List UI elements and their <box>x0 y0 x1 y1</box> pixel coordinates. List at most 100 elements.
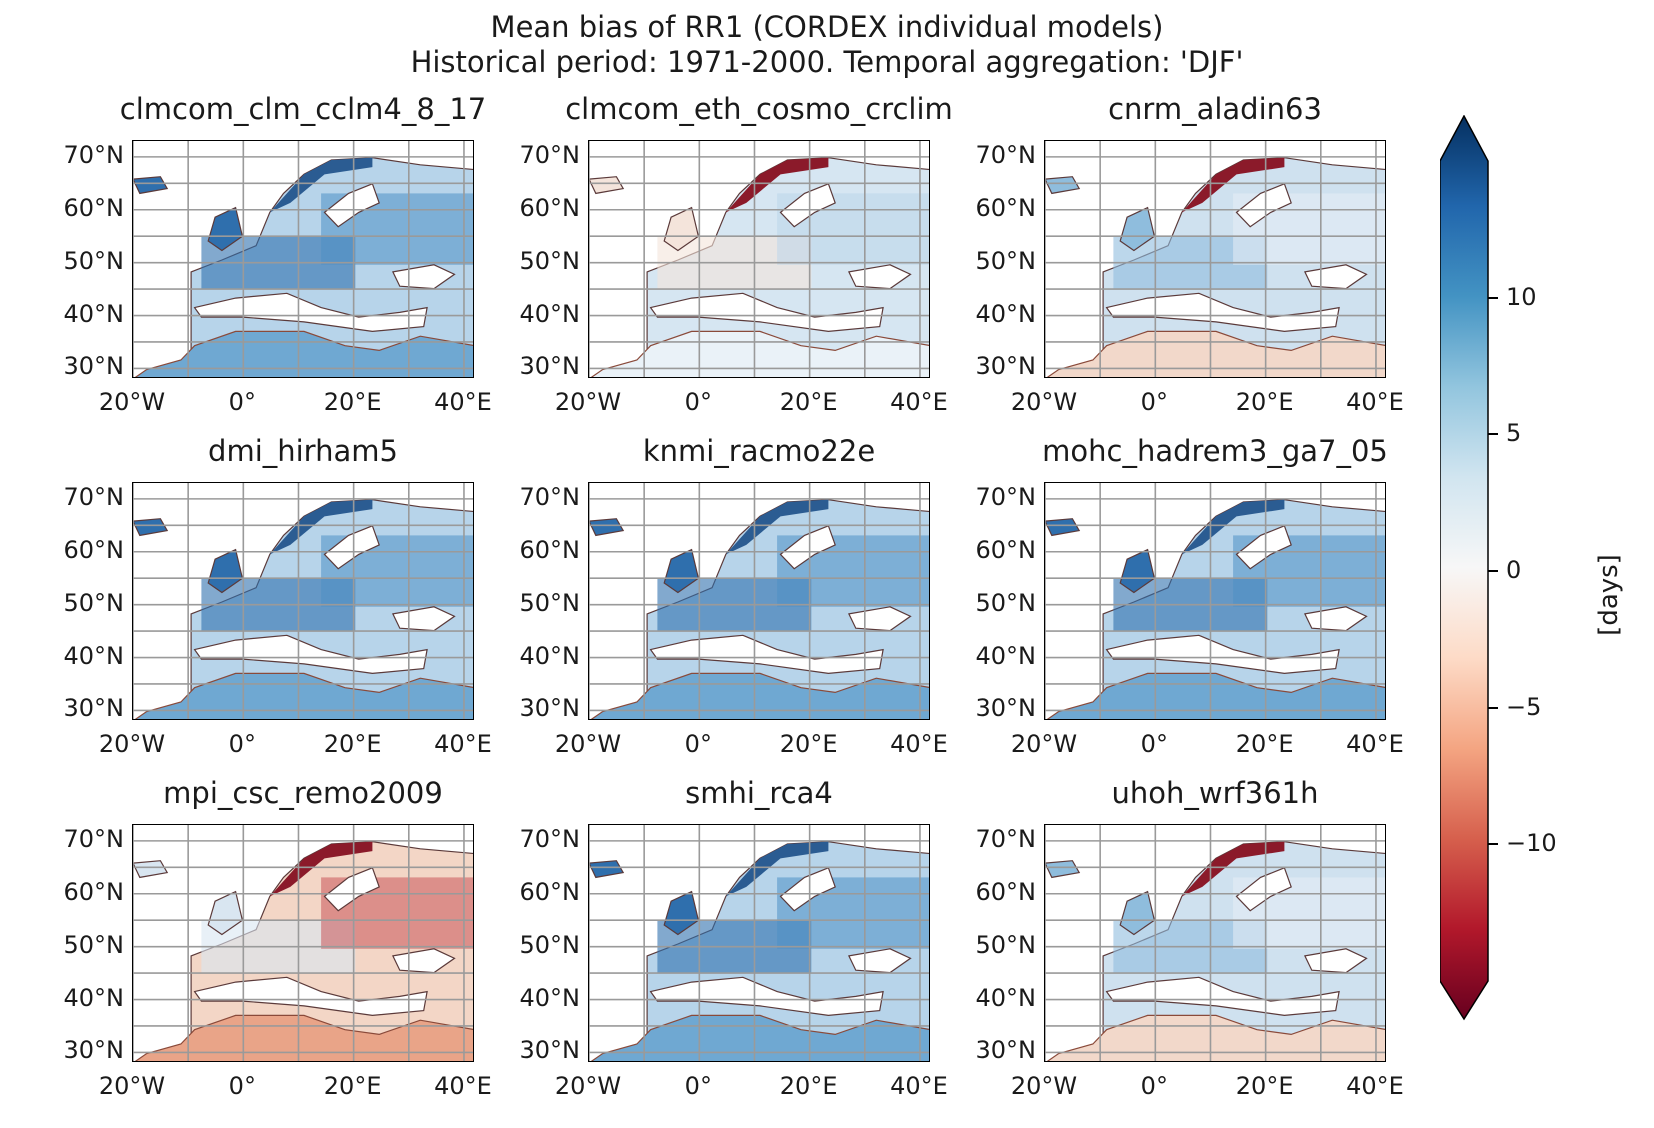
panel-title: mohc_hadrem3_ga7_05 <box>1042 434 1388 468</box>
scandinavia-coast <box>725 499 829 555</box>
scandinavia-coast <box>269 499 373 555</box>
bias-map <box>589 825 929 1061</box>
map-frame <box>1044 140 1386 378</box>
lat-tick-label: 60°N <box>975 535 1037 564</box>
lon-tick-label: 20°W <box>98 1072 166 1100</box>
lon-tick-label: 20°W <box>98 388 166 416</box>
figure-title: Mean bias of RR1 (CORDEX individual mode… <box>490 10 1164 44</box>
bias-map <box>133 141 473 377</box>
iceland <box>589 518 625 537</box>
lat-tick-label: 70°N <box>63 482 125 511</box>
bias-map <box>589 141 929 377</box>
lat-tick-label: 40°N <box>63 983 125 1012</box>
lon-tick-label: 0° <box>1140 388 1168 416</box>
lon-tick-label: 20°E <box>779 388 838 416</box>
baltic-sea <box>323 525 380 570</box>
panel-title: knmi_racmo22e <box>642 434 876 468</box>
lat-tick-label: 70°N <box>519 482 581 511</box>
lon-tick-label: 20°E <box>1235 730 1294 758</box>
figure-subtitle: Historical period: 1971-2000. Temporal a… <box>410 45 1244 79</box>
lat-tick-label: 50°N <box>63 588 125 617</box>
lat-tick-label: 70°N <box>975 824 1037 853</box>
lat-tick-label: 60°N <box>975 877 1037 906</box>
lat-tick-label: 40°N <box>519 641 581 670</box>
baltic-sea <box>779 867 836 912</box>
map-panel: mohc_hadrem3_ga7_05 70°N 60°N 50°N 40°N 30°N 2… <box>976 434 1404 758</box>
lat-tick-label: 40°N <box>975 641 1037 670</box>
iceland <box>133 176 169 195</box>
bias-map <box>1045 825 1385 1061</box>
lon-tick-label: 20°E <box>323 1072 382 1100</box>
lat-tick-label: 70°N <box>975 140 1037 169</box>
lon-tick-label: 20°W <box>554 388 622 416</box>
iceland <box>589 176 625 195</box>
panel-title: clmcom_eth_cosmo_crclim <box>565 92 953 126</box>
bias-map <box>133 483 473 719</box>
baltic-sea <box>779 183 836 228</box>
baltic-sea <box>1235 867 1292 912</box>
map-panel: mpi_csc_remo2009 70°N 60°N 50°N 40°N 30°N 20°W… <box>64 776 492 1100</box>
lat-tick-label: 30°N <box>63 352 125 381</box>
lon-tick-label: 40°E <box>1346 730 1404 758</box>
bias-map <box>589 483 929 719</box>
lat-tick-label: 30°N <box>519 1036 581 1065</box>
mediterranean-sea <box>193 634 428 675</box>
lat-tick-label: 60°N <box>519 193 581 222</box>
lon-tick-label: 20°E <box>1235 388 1294 416</box>
lon-tick-label: 40°E <box>890 730 948 758</box>
scandinavia-coast <box>1181 499 1285 555</box>
lat-tick-label: 70°N <box>519 824 581 853</box>
scandinavia-coast <box>1181 841 1285 897</box>
lat-tick-label: 70°N <box>63 140 125 169</box>
mediterranean-sea <box>1105 634 1340 675</box>
mediterranean-sea <box>649 634 884 675</box>
panel-title: mpi_csc_remo2009 <box>163 776 443 810</box>
iceland <box>1045 518 1081 537</box>
colorbar-tick-label: −10 <box>1506 829 1557 858</box>
lon-tick-label: 20°W <box>554 730 622 758</box>
mediterranean-sea <box>649 976 884 1017</box>
bias-map <box>133 825 473 1061</box>
lat-tick-label: 50°N <box>975 246 1037 275</box>
baltic-sea <box>323 867 380 912</box>
lon-tick-label: 40°E <box>890 1072 948 1100</box>
land-africa <box>590 672 929 719</box>
panel-title: uhoh_wrf361h <box>1111 776 1319 810</box>
lon-tick-label: 20°W <box>554 1072 622 1100</box>
lon-tick-label: 40°E <box>1346 388 1404 416</box>
lon-tick-label: 20°E <box>323 388 382 416</box>
map-frame <box>588 824 930 1062</box>
lat-tick-label: 30°N <box>63 694 125 723</box>
lon-tick-label: 0° <box>228 730 256 758</box>
map-frame <box>1044 824 1386 1062</box>
lat-tick-label: 60°N <box>519 535 581 564</box>
lon-tick-label: 0° <box>1140 1072 1168 1100</box>
lat-tick-label: 60°N <box>63 877 125 906</box>
colorbar-tick-label: 0 <box>1506 556 1522 584</box>
lat-tick-label: 70°N <box>519 140 581 169</box>
map-panel: knmi_racmo22e 70°N 60°N 50°N 40°N 30°N 20°W 0° 2… <box>520 434 948 758</box>
lat-tick-label: 50°N <box>519 588 581 617</box>
lat-tick-label: 70°N <box>63 824 125 853</box>
map-frame <box>132 140 474 378</box>
lon-tick-label: 20°E <box>779 730 838 758</box>
bias-map <box>1045 483 1385 719</box>
land-africa <box>1046 1014 1385 1061</box>
land-africa <box>134 672 473 719</box>
iceland <box>133 860 169 879</box>
baltic-sea <box>1235 183 1292 228</box>
iceland <box>1045 860 1081 879</box>
bias-map <box>1045 141 1385 377</box>
mediterranean-sea <box>193 976 428 1017</box>
map-frame <box>1044 482 1386 720</box>
colorbar-tick-label: −5 <box>1506 692 1542 721</box>
land-africa <box>134 1014 473 1061</box>
lon-tick-label: 40°E <box>1346 1072 1404 1100</box>
baltic-sea <box>1235 525 1292 570</box>
mediterranean-sea <box>1105 976 1340 1017</box>
iceland <box>133 518 169 537</box>
lon-tick-label: 20°W <box>1010 388 1078 416</box>
lon-tick-label: 20°E <box>1235 1072 1294 1100</box>
lon-tick-label: 0° <box>228 1072 256 1100</box>
colorbar-tick-mark <box>1488 570 1498 572</box>
